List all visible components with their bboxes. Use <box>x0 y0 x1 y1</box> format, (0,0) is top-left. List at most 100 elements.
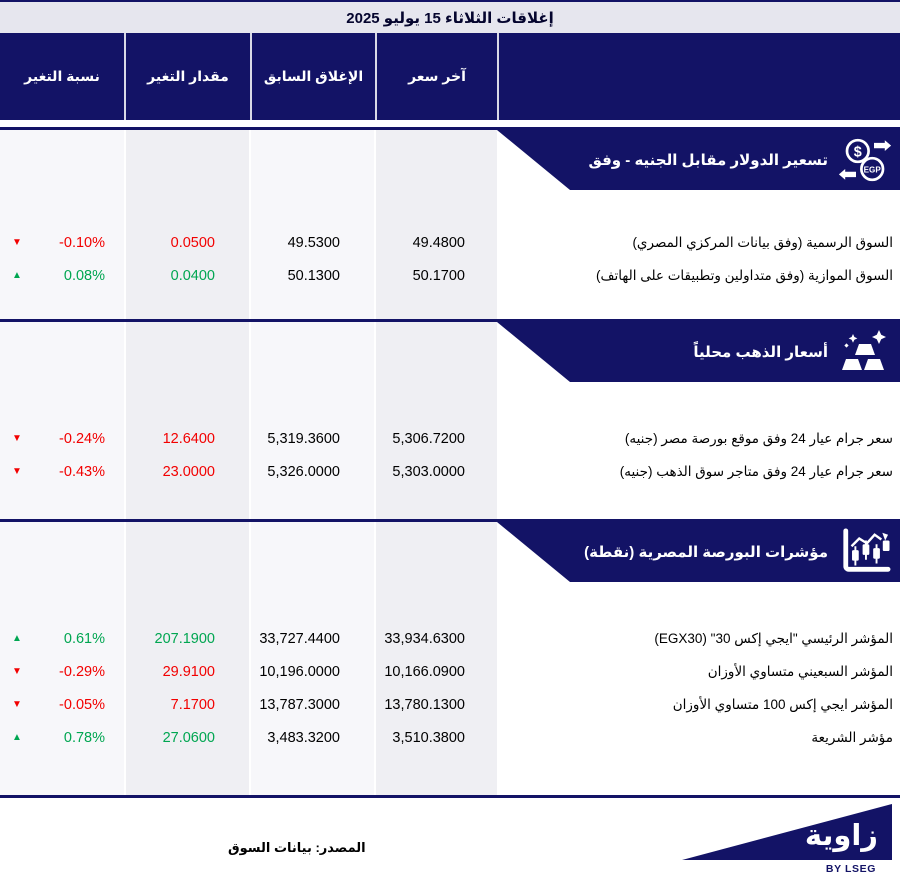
instrument-label: سعر جرام عيار 24 وفق موقع بورصة مصر (جني… <box>624 430 893 446</box>
svg-text:EGP: EGP <box>864 166 882 175</box>
banner-title: أسعار الذهب محلياً <box>693 344 828 361</box>
change-amount: 0.0400 <box>170 267 215 284</box>
instrument-label: المؤشر السبعيني متساوي الأوزان <box>707 663 893 679</box>
change-amount: 7.1700 <box>170 696 215 713</box>
last-price: 5,303.0000 <box>392 463 465 480</box>
section-banner: أسعار الذهب محلياً <box>497 322 900 382</box>
instrument-label: السوق الموازية (وفق متداولين وتطبيقات عل… <box>596 267 893 283</box>
trend-arrow-icon: ▲ <box>12 732 22 743</box>
bottom-divider <box>0 795 900 798</box>
column-header-last-price: آخر سعر <box>408 68 466 84</box>
rows: ▼ -0.24% 12.6400 5,319.3600 5,306.7200 س… <box>0 422 900 488</box>
instrument-label: المؤشر ايجي إكس 100 متساوي الأوزان <box>672 696 893 712</box>
data-row: ▲ 0.78% 27.0600 3,483.3200 3,510.3800 مؤ… <box>0 721 900 754</box>
previous-close: 13,787.3000 <box>259 696 340 713</box>
column-stripe <box>126 127 249 795</box>
candlestick-chart-icon <box>838 527 892 577</box>
change-percent: -0.43% <box>59 463 105 480</box>
last-price: 10,166.0900 <box>384 663 465 680</box>
header-cell-blank <box>499 33 900 120</box>
previous-close: 5,326.0000 <box>267 463 340 480</box>
zawya-logo-byline: BY LSEG <box>825 863 876 875</box>
previous-close: 33,727.4400 <box>259 630 340 647</box>
data-row: ▲ 0.61% 207.1900 33,727.4400 33,934.6300… <box>0 622 900 655</box>
table-header-row: نسبة التغير مقدار التغير الإغلاق السابق … <box>0 33 900 120</box>
change-percent: -0.05% <box>59 696 105 713</box>
section-banner: مؤشرات البورصة المصرية (نقطة) <box>497 522 900 582</box>
page-title: إغلاقات الثلاثاء 15 يوليو 2025 <box>346 9 554 27</box>
banner-title: تسعير الدولار مقابل الجنيه - وفق <box>588 152 828 169</box>
trend-arrow-icon: ▼ <box>12 433 22 444</box>
trend-arrow-icon: ▼ <box>12 466 22 477</box>
change-amount: 23.0000 <box>162 463 215 480</box>
column-stripe <box>376 127 497 795</box>
column-header-change-percent: نسبة التغير <box>24 68 100 84</box>
change-percent: -0.24% <box>59 430 105 447</box>
trend-arrow-icon: ▼ <box>12 699 22 710</box>
instrument-label: سعر جرام عيار 24 وفق متاجر سوق الذهب (جن… <box>619 463 893 479</box>
change-amount: 12.6400 <box>162 430 215 447</box>
last-price: 3,510.3800 <box>392 729 465 746</box>
data-row: ▲ 0.08% 0.0400 50.1300 50.1700 السوق الم… <box>0 259 900 292</box>
rows: ▲ 0.61% 207.1900 33,727.4400 33,934.6300… <box>0 622 900 754</box>
footer: المصدر: بيانات السوق زاوية BY LSEG <box>0 798 900 887</box>
last-price: 5,306.7200 <box>392 430 465 447</box>
trend-arrow-icon: ▲ <box>12 270 22 281</box>
banner-title: مؤشرات البورصة المصرية (نقطة) <box>584 544 828 561</box>
candlestick-chart-icon <box>843 528 891 572</box>
previous-close: 49.5300 <box>287 234 340 251</box>
previous-close: 5,319.3600 <box>267 430 340 447</box>
change-percent: -0.29% <box>59 663 105 680</box>
trend-arrow-icon: ▼ <box>12 666 22 677</box>
change-percent: 0.08% <box>63 267 105 284</box>
currency-exchange-icon: $ EGP <box>838 138 892 182</box>
header-cell-change-amount: مقدار التغير <box>126 33 250 120</box>
column-stripe <box>0 127 124 795</box>
sections: $ EGP تسعير الدولار مقابل الجنيه - وفق ▼… <box>0 127 900 790</box>
currency-exchange-icon: $ EGP <box>838 135 892 185</box>
column-header-previous-close: الإغلاق السابق <box>263 68 364 84</box>
gold-bars-icon <box>842 330 886 370</box>
data-row: ▼ -0.05% 7.1700 13,787.3000 13,780.1300 … <box>0 688 900 721</box>
previous-close: 50.1300 <box>287 267 340 284</box>
gold-bars-icon <box>838 327 892 377</box>
data-row: ▼ -0.24% 12.6400 5,319.3600 5,306.7200 س… <box>0 422 900 455</box>
section: $ EGP تسعير الدولار مقابل الجنيه - وفق ▼… <box>0 127 900 319</box>
column-header-change-amount: مقدار التغير <box>147 68 229 84</box>
header-cell-last-price: آخر سعر <box>377 33 497 120</box>
trend-arrow-icon: ▲ <box>12 633 22 644</box>
column-stripe <box>251 127 374 795</box>
previous-close: 3,483.3200 <box>267 729 340 746</box>
zawya-logo: زاوية BY LSEG <box>682 804 892 875</box>
title-bar: إغلاقات الثلاثاء 15 يوليو 2025 <box>0 0 900 33</box>
change-amount: 27.0600 <box>162 729 215 746</box>
last-price: 13,780.1300 <box>384 696 465 713</box>
instrument-label: السوق الرسمية (وفق بيانات المركزي المصري… <box>632 234 893 250</box>
section: أسعار الذهب محلياً ▼ -0.24% 12.6400 5,31… <box>0 319 900 519</box>
section: مؤشرات البورصة المصرية (نقطة) ▲ 0.61% 20… <box>0 519 900 790</box>
last-price: 49.4800 <box>412 234 465 251</box>
data-row: ▼ -0.43% 23.0000 5,326.0000 5,303.0000 س… <box>0 455 900 488</box>
change-percent: -0.10% <box>59 234 105 251</box>
change-amount: 29.9100 <box>162 663 215 680</box>
header-cell-change-percent: نسبة التغير <box>0 33 124 120</box>
change-amount: 0.0500 <box>170 234 215 251</box>
rows: ▼ -0.10% 0.0500 49.5300 49.4800 السوق ال… <box>0 226 900 292</box>
table-body: $ EGP تسعير الدولار مقابل الجنيه - وفق ▼… <box>0 127 900 795</box>
change-percent: 0.78% <box>63 729 105 746</box>
header-cell-previous-close: الإغلاق السابق <box>252 33 375 120</box>
svg-text:$: $ <box>854 144 862 160</box>
source-note: المصدر: بيانات السوق <box>228 840 366 855</box>
section-banner: $ EGP تسعير الدولار مقابل الجنيه - وفق <box>497 130 900 190</box>
change-amount: 207.1900 <box>154 630 215 647</box>
data-row: ▼ -0.10% 0.0500 49.5300 49.4800 السوق ال… <box>0 226 900 259</box>
instrument-label: مؤشر الشريعة <box>811 729 893 745</box>
last-price: 50.1700 <box>412 267 465 284</box>
last-price: 33,934.6300 <box>384 630 465 647</box>
instrument-label: المؤشر الرئيسي "ايجي إكس 30" (EGX30) <box>654 630 893 646</box>
previous-close: 10,196.0000 <box>259 663 340 680</box>
zawya-logo-wordmark: زاوية <box>804 819 878 852</box>
trend-arrow-icon: ▼ <box>12 237 22 248</box>
zawya-logo-triangle: زاوية <box>682 804 892 860</box>
